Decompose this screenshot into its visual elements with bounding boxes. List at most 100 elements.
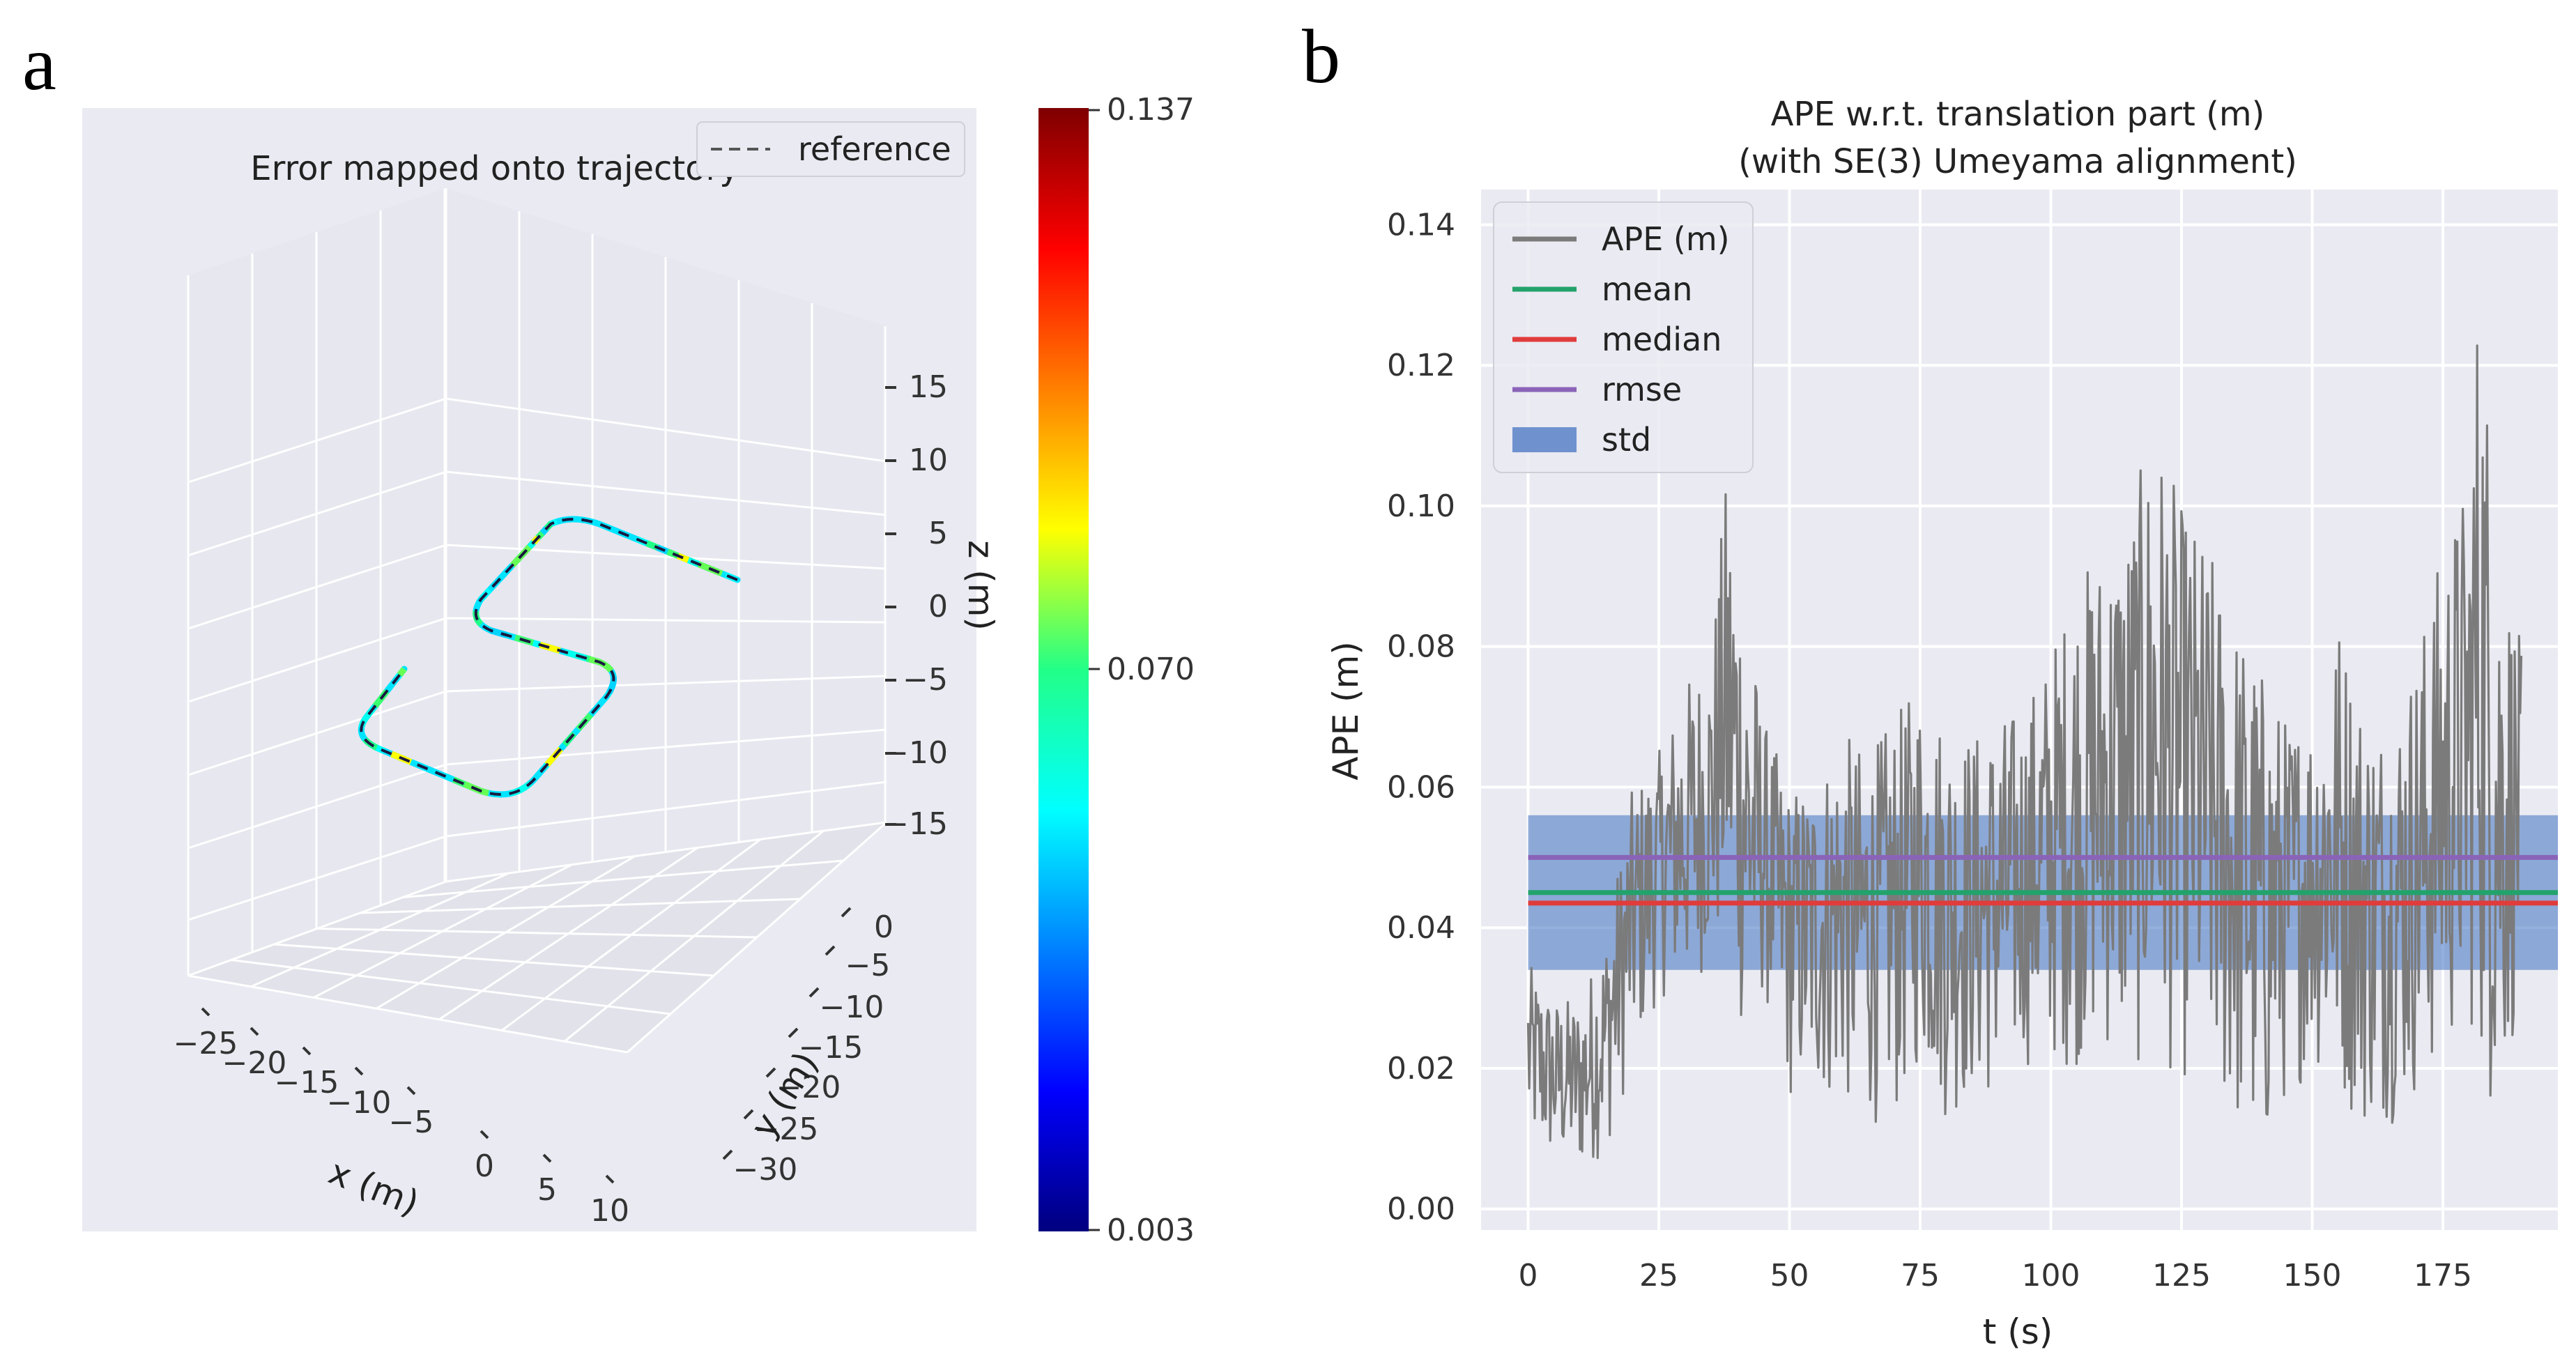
x-tick-mark xyxy=(542,1153,552,1163)
grid-line xyxy=(274,943,714,977)
axes-3d-ticks: −25−20−15−10−505100−5−10−15−20−25−301510… xyxy=(174,369,948,1229)
colorbar-label-min: 0.003 xyxy=(1107,1213,1195,1248)
grid-line xyxy=(403,859,844,898)
x-tick-label-3d: −25 xyxy=(174,1026,238,1061)
grid-line xyxy=(360,898,801,914)
panel-a-title: Error mapped onto trajectory xyxy=(250,149,739,188)
y-tick-label-3d: −20 xyxy=(776,1070,841,1105)
y-tick-label: 0.08 xyxy=(1387,629,1455,665)
x-tick-mark xyxy=(201,1007,210,1017)
x-tick-label: 75 xyxy=(1901,1258,1940,1293)
panel-b-tick-labels: 0 25 50 75 100 125 150 175 0.00 0.02 0.04 0.06 0.08 0… xyxy=(1387,207,2472,1293)
grid-line xyxy=(187,617,887,703)
ape-series-line xyxy=(1526,344,2523,1160)
colorbar-label-mid: 0.070 xyxy=(1107,652,1195,687)
x-tick-mark xyxy=(605,1174,615,1184)
panel-letter-b: b xyxy=(1302,14,1340,99)
z-tick-label-3d: −10 xyxy=(883,735,948,771)
panel-b-title: APE w.r.t. translation part (m) xyxy=(1771,95,2265,134)
z-tick-label-3d: −5 xyxy=(903,662,948,698)
z-tick-label-3d: 10 xyxy=(909,443,948,478)
x-tick-mark xyxy=(406,1086,416,1096)
z-tick-label-3d: −15 xyxy=(883,806,948,842)
grid-line xyxy=(316,928,758,939)
y-tick-mark xyxy=(788,1027,799,1038)
x-tick-label-3d: −20 xyxy=(222,1045,287,1081)
colorbar xyxy=(1038,108,1089,1231)
x-tick-mark xyxy=(302,1046,312,1056)
x-tick-mark xyxy=(480,1130,489,1139)
colorbar-label-max: 0.137 xyxy=(1107,92,1195,128)
y-tick-mark xyxy=(765,1067,776,1078)
y-tick-label-3d: −25 xyxy=(754,1112,819,1147)
y-tick-label-3d: −15 xyxy=(799,1030,864,1066)
y-tick-label: 0.00 xyxy=(1387,1192,1455,1227)
x-tick-label: 175 xyxy=(2414,1258,2472,1293)
panel-a-legend: reference xyxy=(696,121,965,177)
panel-letter-a: a xyxy=(22,21,56,106)
y-tick-label: 0.04 xyxy=(1387,910,1455,946)
y-tick-mark xyxy=(722,1149,733,1160)
x-tick-label: 100 xyxy=(2022,1258,2080,1293)
panel-a-legend-box xyxy=(696,121,965,177)
y-tick-label: 0.12 xyxy=(1387,348,1455,383)
x-tick-label-3d: 5 xyxy=(537,1172,557,1208)
legend-label: median xyxy=(1602,321,1722,358)
x-tick-label-3d: −15 xyxy=(275,1065,339,1100)
axes-pane-floor xyxy=(188,822,887,1052)
grid-line xyxy=(187,728,887,850)
axes-3d-grid xyxy=(187,188,887,1054)
x-tick-label: 0 xyxy=(1519,1258,1538,1293)
grid-line xyxy=(187,397,887,484)
y-tick-label-3d: 0 xyxy=(874,909,894,945)
z-tick-label-3d: 15 xyxy=(909,369,948,405)
y-tick-label: 0.02 xyxy=(1387,1051,1455,1086)
legend-swatch-std xyxy=(1512,427,1577,452)
grid-line xyxy=(187,544,887,630)
grid-line xyxy=(187,470,887,557)
y-tick-label: 0.10 xyxy=(1387,489,1455,524)
y-tick-mark xyxy=(808,987,820,998)
y-tick-label: 0.06 xyxy=(1387,769,1455,805)
z-tick-label-3d: 0 xyxy=(928,589,948,624)
error-trajectory xyxy=(358,516,741,798)
x-tick-mark xyxy=(354,1066,364,1076)
y-axis-label-ape: APE (m) xyxy=(1326,641,1366,781)
z-tick-label-3d: 5 xyxy=(928,516,948,551)
grid-line xyxy=(187,974,628,1054)
panel-b-ape-chart: APE w.r.t. translation part (m) (with SE… xyxy=(1326,95,2558,1352)
reference-legend-label: reference xyxy=(798,130,951,168)
y-tick-mark xyxy=(825,945,836,956)
y-tick-mark xyxy=(841,907,852,918)
x-tick-label: 50 xyxy=(1770,1258,1809,1293)
y-tick-mark xyxy=(743,1109,754,1120)
panel-a-3d-chart: Error mapped onto trajectory reference −… xyxy=(82,92,1195,1248)
x-tick-label: 25 xyxy=(1639,1258,1678,1293)
y-tick-label-3d: −30 xyxy=(733,1152,798,1188)
y-tick-label: 0.14 xyxy=(1387,207,1455,243)
panel-b-legend: APE (m) mean median rmse std xyxy=(1493,201,1754,473)
legend-label: std xyxy=(1602,421,1651,459)
panel-b-subtitle: (with SE(3) Umeyama alignment) xyxy=(1738,142,2297,181)
grid-line xyxy=(445,821,887,883)
grid-line xyxy=(187,675,887,776)
panel-b-legend-box xyxy=(1493,201,1754,473)
trajectory-error-segment xyxy=(358,516,739,798)
x-tick-label-3d: 10 xyxy=(590,1193,629,1229)
z-axis-label-3d: z (m) xyxy=(960,540,1001,631)
x-tick-mark xyxy=(250,1027,259,1036)
legend-label: APE (m) xyxy=(1602,220,1730,258)
grid-line xyxy=(231,959,671,1015)
x-tick-label: 150 xyxy=(2283,1258,2342,1293)
x-tick-label-3d: 0 xyxy=(475,1148,494,1184)
axes-pane-back xyxy=(188,188,887,976)
x-axis-label-time: t (s) xyxy=(1983,1312,2053,1352)
x-tick-label: 125 xyxy=(2152,1258,2211,1293)
y-tick-label-3d: −5 xyxy=(845,948,891,983)
y-tick-label-3d: −10 xyxy=(820,990,884,1025)
reference-path xyxy=(360,518,738,796)
x-tick-label-3d: −10 xyxy=(327,1085,392,1121)
grid-line xyxy=(187,781,887,921)
legend-label: rmse xyxy=(1602,371,1682,408)
